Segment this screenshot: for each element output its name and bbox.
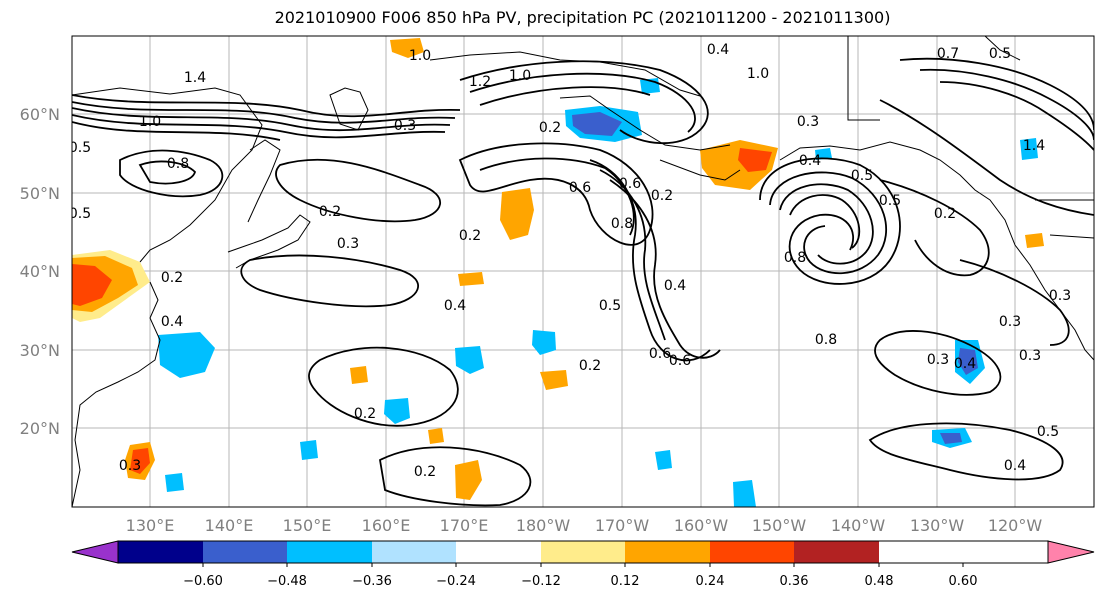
contour-label: 0.2: [161, 270, 183, 286]
contour-label: 0.2: [354, 406, 376, 422]
colorbar-tick-label: −0.12: [521, 574, 561, 589]
contour-label: 0.5: [69, 206, 91, 222]
colorbar-min-extension: [71, 540, 119, 564]
colorbar-tick-label: −0.48: [267, 574, 307, 589]
contour-label: 0.5: [879, 193, 901, 209]
contour-label: 0.8: [167, 156, 189, 172]
colorbar-tick-labels: −0.60 −0.48 −0.36 −0.24 −0.12 0.12 0.24 …: [183, 574, 977, 589]
contour-label: 0.8: [784, 250, 806, 266]
contour-label: 0.6: [619, 176, 641, 192]
lon-label: 170°E: [440, 516, 489, 535]
colorbar-tick-label: 0.24: [696, 574, 725, 589]
lon-label: 130°W: [910, 516, 965, 535]
lon-label: 150°W: [752, 516, 807, 535]
contour-label: 1.0: [747, 66, 769, 82]
colorbar-segment: [203, 541, 287, 563]
colorbar-tick-label: −0.24: [436, 574, 476, 589]
colorbar: −0.60 −0.48 −0.36 −0.24 −0.12 0.12 0.24 …: [71, 540, 1095, 589]
contour-label: 0.5: [69, 140, 91, 156]
contour-label: 1.0: [139, 114, 161, 130]
contour-label: 0.4: [954, 356, 976, 372]
contour-label: 0.2: [459, 228, 481, 244]
contour-label: 0.5: [851, 168, 873, 184]
contour-label: 0.2: [319, 204, 341, 220]
colorbar-segment: [372, 541, 456, 563]
colorbar-frame: [117, 540, 1049, 564]
colorbar-tick-label: 0.12: [611, 574, 640, 589]
contour-label: 0.6: [649, 346, 671, 362]
lon-label: 130°E: [126, 516, 175, 535]
lon-label: 150°E: [283, 516, 332, 535]
contour-label: 0.4: [161, 314, 183, 330]
colorbar-segment: [118, 541, 203, 563]
page-title: 2021010900 F006 850 hPa PV, precipitatio…: [274, 8, 891, 27]
colorbar-segment: [710, 541, 794, 563]
contour-label: 1.0: [509, 68, 531, 84]
contour-label: 0.2: [579, 358, 601, 374]
map-frame: [71, 35, 1095, 508]
contour-label: 0.2: [651, 188, 673, 204]
contour-label: 0.3: [999, 314, 1021, 330]
contour-label: 0.4: [444, 298, 466, 314]
contour-label: 0.2: [934, 206, 956, 222]
contour-label: 0.5: [1037, 424, 1059, 440]
contour-label: 0.3: [1019, 348, 1041, 364]
lat-label: 30°N: [20, 341, 60, 360]
lon-label: 160°E: [362, 516, 411, 535]
contour-label: 0.4: [707, 42, 729, 58]
contour-label: 0.3: [337, 236, 359, 252]
precip-shading: [72, 38, 1044, 507]
colorbar-segment: [456, 541, 541, 563]
lat-label: 20°N: [20, 419, 60, 438]
colorbar-segments: [118, 541, 879, 563]
contour-label: 0.8: [611, 216, 633, 232]
lat-label: 40°N: [20, 262, 60, 281]
colorbar-segment: [794, 541, 879, 563]
colorbar-ticks: [202, 563, 964, 567]
contour-label: 0.3: [119, 458, 141, 474]
contour-label: 1.4: [184, 70, 206, 86]
contour-label: 0.6: [669, 353, 691, 369]
contour-label: 0.4: [664, 278, 686, 294]
contour-label: 0.3: [394, 118, 416, 134]
colorbar-tick-label: 0.36: [780, 574, 809, 589]
contour-label: 1.2: [469, 74, 491, 90]
contour-label: 0.4: [799, 153, 821, 169]
contour-label: 0.2: [414, 464, 436, 480]
contour-label: 0.2: [539, 120, 561, 136]
contour-label-group: 1.0 1.2 1.0 1.4 0.7 0.5 1.0 0.4 1.4 1.0 …: [69, 42, 1071, 480]
contour-label: 0.3: [927, 352, 949, 368]
colorbar-segment: [625, 541, 710, 563]
pv-contours: [72, 57, 1094, 507]
contour-label: 1.0: [409, 48, 431, 64]
lon-label: 170°W: [595, 516, 650, 535]
longitude-labels: 130°E 140°E 150°E 160°E 170°E 180°W 170°…: [126, 516, 1043, 535]
lon-label: 180°W: [516, 516, 571, 535]
colorbar-tick-label: −0.60: [183, 574, 223, 589]
colorbar-segment: [541, 541, 625, 563]
contour-label: 0.4: [1004, 458, 1026, 474]
lat-label: 60°N: [20, 105, 60, 124]
colorbar-tick-label: 0.60: [949, 574, 978, 589]
colorbar-max-extension: [1047, 540, 1095, 564]
colorbar-tick-label: 0.48: [865, 574, 894, 589]
lat-label: 50°N: [20, 184, 60, 203]
contour-label: 0.8: [815, 332, 837, 348]
colorbar-tick-label: −0.36: [352, 574, 392, 589]
lon-label: 140°W: [831, 516, 886, 535]
contour-label: 0.5: [599, 298, 621, 314]
colorbar-segment: [287, 541, 372, 563]
lon-label: 160°W: [674, 516, 729, 535]
contour-label: 1.4: [1023, 138, 1045, 154]
contour-label: 0.5: [989, 46, 1011, 62]
latitude-labels: 60°N 50°N 40°N 30°N 20°N: [20, 105, 60, 438]
contour-label: 0.6: [569, 180, 591, 196]
contour-label: 0.3: [797, 114, 819, 130]
contour-label: 0.3: [1049, 288, 1071, 304]
lon-label: 140°E: [205, 516, 254, 535]
contour-label: 0.7: [937, 46, 959, 62]
lon-label: 120°W: [988, 516, 1043, 535]
